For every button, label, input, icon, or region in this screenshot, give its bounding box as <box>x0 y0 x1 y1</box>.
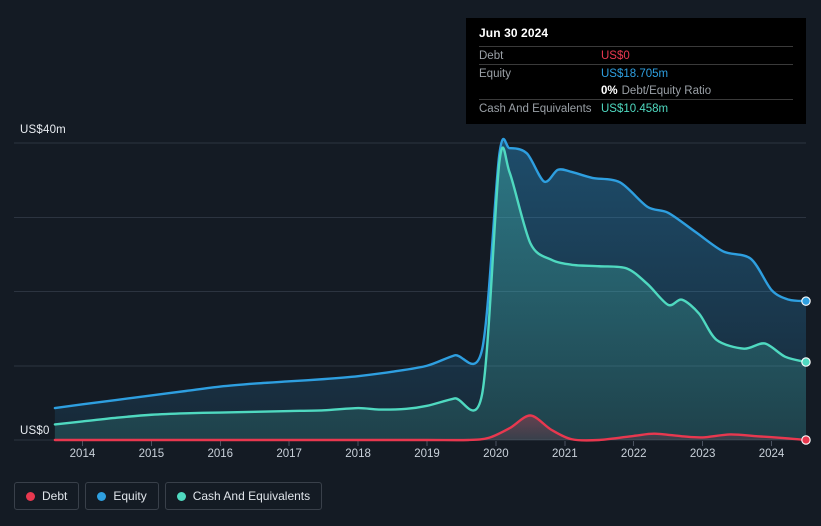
endpoint-marker-cash-and-equivalents <box>801 357 811 367</box>
tooltip-value-debt: US$0 <box>601 49 630 62</box>
tooltip-value-equity: US$18.705m <box>601 67 669 80</box>
x-tick-label-2022: 2022 <box>620 448 647 460</box>
x-tick-label-2017: 2017 <box>276 448 302 460</box>
legend-item-cash-and-equivalents[interactable]: Cash And Equivalents <box>164 482 323 510</box>
legend-label: Debt <box>42 489 68 503</box>
x-tick-label-2023: 2023 <box>689 448 716 460</box>
tooltip-label-debt: Debt <box>479 49 504 62</box>
series-debt <box>53 414 808 442</box>
tooltip-row-equity: Equity US$18.705m <box>479 64 793 82</box>
chart-tooltip: Jun 30 2024 Debt US$0 Equity US$18.705m … <box>466 18 806 124</box>
x-tick-label-2016: 2016 <box>207 448 234 460</box>
endpoint-marker-debt <box>801 435 811 445</box>
x-tick-label-2020: 2020 <box>483 448 509 460</box>
tooltip-value-ratio: 0% <box>601 84 618 97</box>
legend-label: Cash And Equivalents <box>192 489 311 503</box>
legend-color-dot-icon <box>97 491 107 501</box>
x-tick-label-2015: 2015 <box>138 448 165 460</box>
debt-equity-chart[interactable]: US$40m US$0 2014 2015 2016 2017 2018 2019 2020… <box>0 0 821 470</box>
x-tick-label-2024: 2024 <box>758 448 785 460</box>
y-axis-zero-label: US$0 <box>20 425 50 437</box>
legend-color-dot-icon <box>26 491 35 501</box>
legend-item-debt[interactable]: Debt <box>14 482 80 510</box>
tooltip-row-cash: Cash And Equivalents US$10.458m <box>479 99 793 117</box>
tooltip-date: Jun 30 2024 <box>479 26 549 40</box>
y-axis-top-label: US$40m <box>20 124 66 136</box>
tooltip-row-debt: Debt US$0 <box>479 46 793 64</box>
x-tick-label-2019: 2019 <box>414 448 440 460</box>
tooltip-value-cash: US$10.458m <box>601 102 669 115</box>
x-tick-label-2014: 2014 <box>69 448 96 460</box>
chart-legend: Debt Equity Cash And Equivalents <box>14 482 323 510</box>
series-cash-and-equivalents <box>53 146 808 441</box>
x-tick-label-2021: 2021 <box>552 448 578 460</box>
x-tick-label-2018: 2018 <box>345 448 371 460</box>
tooltip-label-equity: Equity <box>479 67 511 80</box>
tooltip-row-ratio: 0% Debt/Equity Ratio <box>479 82 793 99</box>
tooltip-label-cash: Cash And Equivalents <box>479 102 592 115</box>
legend-color-dot-icon <box>176 491 186 501</box>
tooltip-label-ratio: Debt/Equity Ratio <box>621 84 712 97</box>
chart-x-ticks <box>81 441 773 446</box>
chart-series-layer <box>53 137 808 442</box>
legend-label: Equity <box>113 489 147 503</box>
endpoint-marker-equity <box>801 296 811 306</box>
chart-endpoint-markers <box>801 296 811 445</box>
chart-plot-svg <box>14 137 811 446</box>
legend-item-equity[interactable]: Equity <box>85 482 159 510</box>
